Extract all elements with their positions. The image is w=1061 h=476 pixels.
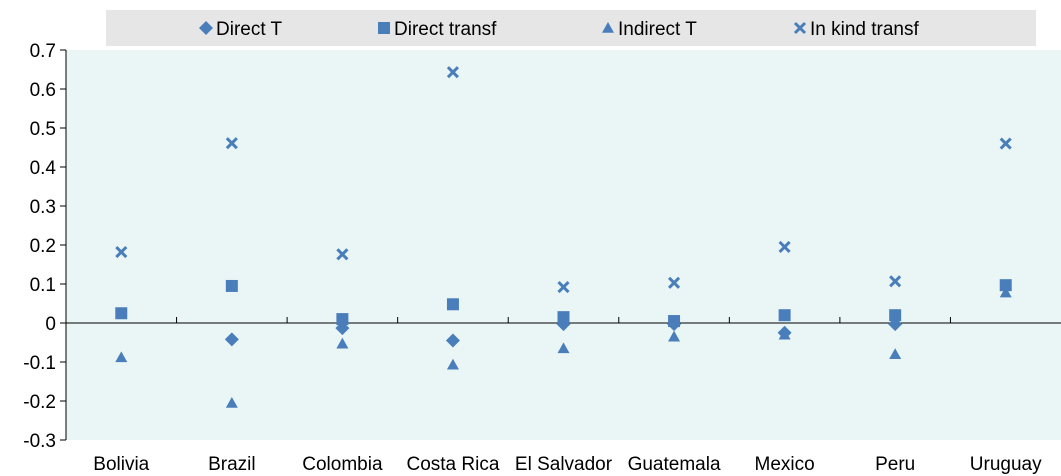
x-category-label: Brazil xyxy=(208,454,256,475)
point-square xyxy=(668,315,681,328)
y-tick-label: 0.7 xyxy=(30,41,56,62)
y-tick-label: -0.1 xyxy=(23,353,56,374)
x-marker-stroke xyxy=(446,66,460,79)
point-triangle xyxy=(999,286,1012,298)
legend: Direct T Direct transf Indirect T In kind t… xyxy=(199,19,919,40)
point-x xyxy=(446,66,460,79)
point-square xyxy=(446,298,459,311)
x-marker-stroke xyxy=(667,276,681,289)
plot-area xyxy=(66,50,1061,440)
x-marker-stroke xyxy=(557,281,570,294)
legend-x-icon xyxy=(793,21,807,35)
point-triangle xyxy=(336,337,349,349)
point-x xyxy=(557,281,570,294)
x-category-label: El Salvador xyxy=(515,454,613,475)
x-category-label: Colombia xyxy=(302,454,383,475)
point-triangle xyxy=(115,351,128,363)
point-x xyxy=(336,248,349,261)
y-tick-label: -0.3 xyxy=(23,431,56,452)
legend-triangle-icon xyxy=(602,22,614,33)
legend-item: In kind transf xyxy=(793,19,919,40)
point-diamond xyxy=(224,332,239,347)
x-marker-stroke xyxy=(225,137,238,150)
legend-square-icon xyxy=(378,22,390,34)
y-tick-label: 0.6 xyxy=(30,80,56,101)
point-x xyxy=(115,245,128,259)
point-square xyxy=(115,307,128,320)
point-triangle xyxy=(778,328,791,340)
x-category-label: Bolivia xyxy=(93,454,149,475)
point-x xyxy=(225,137,238,150)
legend-label: In kind transf xyxy=(810,19,919,40)
point-x xyxy=(778,240,791,254)
x-category-label: Guatemala xyxy=(628,454,721,475)
y-tick-label: 0 xyxy=(45,314,56,335)
x-category-label: Peru xyxy=(875,454,915,475)
legend-diamond-icon xyxy=(199,21,213,35)
point-square xyxy=(336,313,349,326)
x-marker-stroke xyxy=(793,21,807,35)
legend-item: Direct transf xyxy=(378,19,497,40)
point-triangle xyxy=(668,330,681,342)
legend-item: Direct T xyxy=(199,19,283,40)
y-tick-label: -0.2 xyxy=(23,392,56,413)
point-triangle xyxy=(446,358,459,370)
x-marker-stroke xyxy=(889,275,902,288)
point-square xyxy=(225,279,238,292)
legend-background xyxy=(106,10,1036,46)
x-marker-stroke xyxy=(778,240,791,254)
point-triangle xyxy=(557,342,570,354)
point-square xyxy=(778,309,791,322)
legend-label: Direct T xyxy=(216,19,283,40)
x-category-label: Uruguay xyxy=(970,454,1042,475)
y-tick-label: 0.5 xyxy=(30,119,56,140)
point-square xyxy=(557,311,570,324)
y-tick-label: 0.3 xyxy=(30,197,56,218)
y-tick-label: 0.4 xyxy=(30,158,57,179)
point-x xyxy=(889,275,902,288)
point-triangle xyxy=(889,348,902,359)
point-x xyxy=(999,137,1012,150)
point-square xyxy=(889,309,902,322)
y-tick-label: 0.1 xyxy=(30,275,56,296)
x-marker-stroke xyxy=(115,245,128,259)
legend-item: Indirect T xyxy=(602,19,697,40)
point-triangle xyxy=(225,396,238,408)
data-marks xyxy=(115,66,1012,408)
x-marker-stroke xyxy=(336,248,349,261)
x-category-label: Mexico xyxy=(755,454,815,475)
y-axis: -0.3 -0.2 -0.1 0 0.1 0.2 0.3 0.4 0.5 0.6 0.7 xyxy=(23,41,67,452)
legend-label: Indirect T xyxy=(618,19,697,40)
x-marker-stroke xyxy=(999,137,1012,150)
point-square xyxy=(999,279,1012,292)
legend-label: Direct transf xyxy=(394,19,497,40)
x-category-label: Costa Rica xyxy=(406,454,499,475)
point-x xyxy=(667,276,681,289)
y-tick-label: 0.2 xyxy=(30,236,56,257)
point-diamond xyxy=(445,333,460,348)
